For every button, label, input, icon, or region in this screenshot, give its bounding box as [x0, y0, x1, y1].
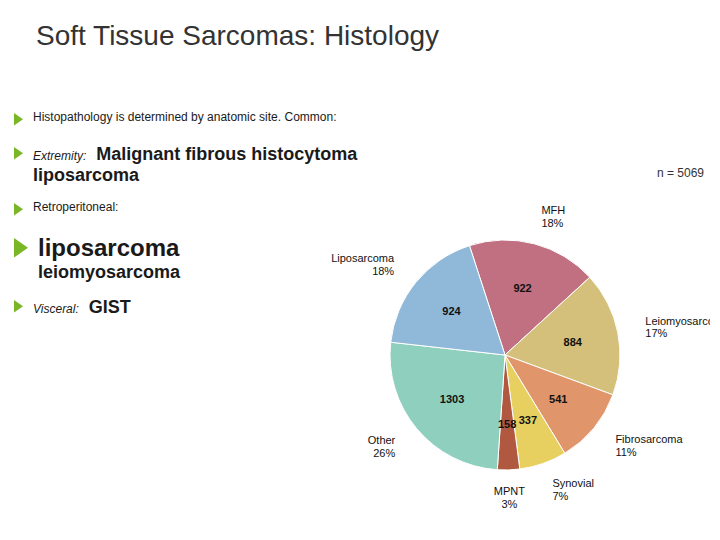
svg-text:158: 158 [498, 418, 516, 430]
html-text:Histopathology is determined b: Histopathology is determined by anatomic… [33, 110, 337, 124]
svg-text:1303: 1303 [440, 393, 464, 405]
html-text:Extremity:: Extremity: [33, 149, 87, 163]
svg-text:Fibrosarcoma11%: Fibrosarcoma11% [615, 433, 683, 458]
svg-text:Other26%: Other26% [368, 434, 396, 459]
html-text:GIST: GIST [88, 297, 131, 317]
svg-text:Liposarcoma18%: Liposarcoma18% [331, 252, 395, 277]
html-text:Malignant fibrous histocytoma: Malignant fibrous histocytoma [96, 144, 358, 164]
svg-text:924: 924 [442, 305, 461, 317]
html-text:leiomyosarcoma: leiomyosarcoma [38, 262, 181, 282]
svg-text:337: 337 [519, 414, 537, 426]
html-text:n = 5069: n = 5069 [657, 166, 704, 180]
svg-text:MPNT3%: MPNT3% [494, 485, 525, 510]
html-text:Retroperitoneal:: Retroperitoneal: [33, 200, 119, 214]
html-text:liposarcoma: liposarcoma [33, 165, 139, 185]
html-text:Visceral:: Visceral: [33, 302, 79, 316]
svg-text:922: 922 [513, 282, 531, 294]
svg-text:Leiomyosarcoma17%: Leiomyosarcoma17% [645, 315, 710, 340]
svg-text:Synovial7%: Synovial7% [552, 477, 594, 502]
html-text:liposarcoma: liposarcoma [38, 234, 180, 261]
svg-text:MFH18%: MFH18% [541, 204, 565, 229]
svg-text:884: 884 [564, 336, 583, 348]
html-text:Soft Tissue Sarcomas: Histolog: Soft Tissue Sarcomas: Histology [36, 20, 439, 51]
svg-text:541: 541 [549, 393, 567, 405]
